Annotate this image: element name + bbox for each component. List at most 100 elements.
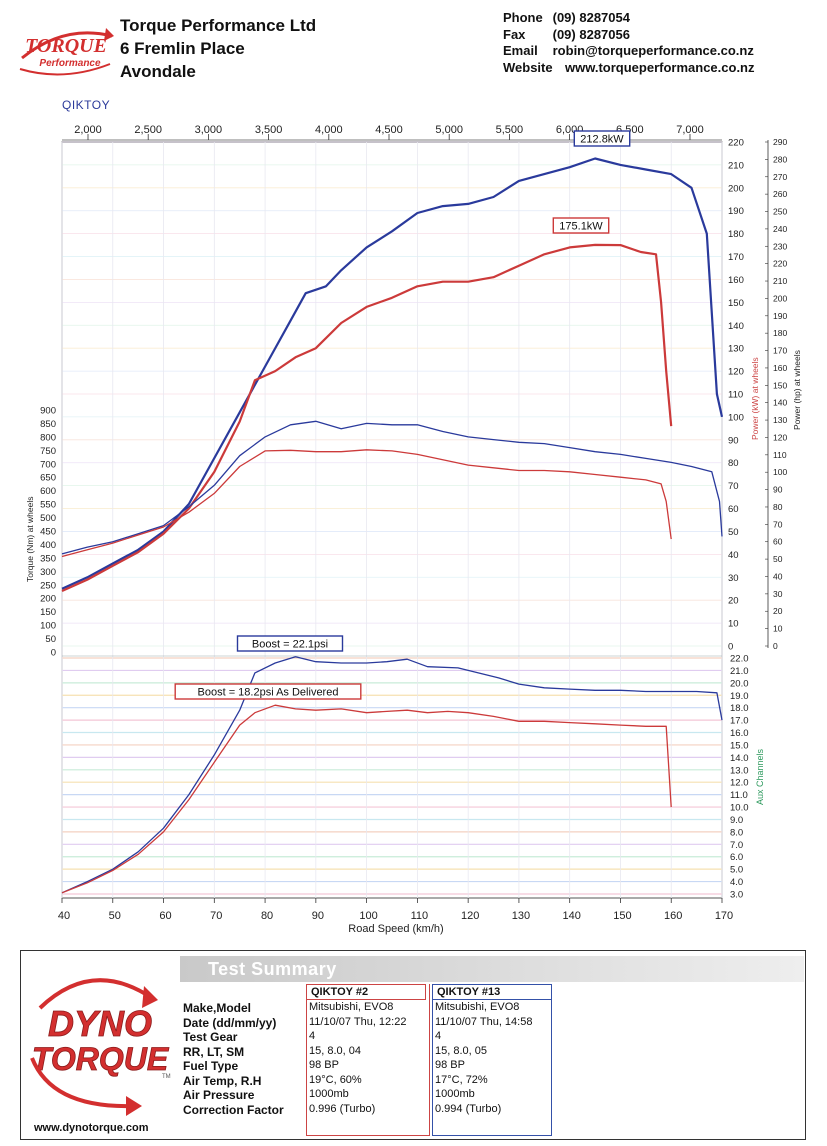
hp-tick-label: 70 xyxy=(773,519,783,529)
label-air-temp: Air Temp, R.H xyxy=(183,1073,262,1088)
aux-tick-label: 20.0 xyxy=(730,678,749,689)
aux-tick-label: 17.0 xyxy=(730,716,749,727)
hp-tick-label: 90 xyxy=(773,485,783,495)
hp-tick-label: 40 xyxy=(773,571,783,581)
hp-tick-label: 150 xyxy=(773,380,787,390)
kw-tick-label: 30 xyxy=(728,573,739,584)
torque-tick-label: 600 xyxy=(40,486,56,497)
hp-tick-label: 230 xyxy=(773,241,787,251)
torque-tick-label: 800 xyxy=(40,432,56,443)
chart-series xyxy=(61,157,724,894)
series-line-3 xyxy=(61,449,672,558)
run-column-13-frame xyxy=(432,984,552,1136)
run2-value: 15, 8.0, 04 xyxy=(309,1044,361,1057)
x-tick-label: 130 xyxy=(512,910,530,922)
hp-tick-label: 100 xyxy=(773,467,787,477)
x-axis-label: Road Speed (km/h) xyxy=(348,923,443,935)
kw-tick-label: 60 xyxy=(728,504,739,515)
torque-tick-label: 0 xyxy=(51,648,56,659)
run2-value: 4 xyxy=(309,1030,316,1042)
hp-tick-label: 280 xyxy=(773,154,787,164)
kw-tick-label: 110 xyxy=(728,390,743,401)
run2-value: 19°C, 60% xyxy=(309,1073,362,1086)
x-tick-label: 60 xyxy=(159,910,171,922)
hp-tick-label: 0 xyxy=(773,641,778,651)
dynotorque-website[interactable]: www.dynotorque.com xyxy=(34,1122,149,1134)
torque-tick-label: 650 xyxy=(40,473,56,484)
contact-email[interactable]: Email robin@torqueperformance.co.nz xyxy=(503,43,754,58)
company-suburb: Avondale xyxy=(120,62,196,81)
torque-tick-label: 150 xyxy=(40,607,56,618)
torque-tick-label: 250 xyxy=(40,580,56,591)
run13-value: 1000mb xyxy=(435,1088,475,1100)
label-air-pressure: Air Pressure xyxy=(183,1088,255,1102)
contact-phone: Phone (09) 8287054 xyxy=(503,10,630,25)
kw-tick-label: 180 xyxy=(728,229,744,240)
series-line-0 xyxy=(61,157,724,590)
torque-tick-label: 900 xyxy=(40,406,56,417)
x-tick-label: 40 xyxy=(58,910,70,922)
hp-tick-label: 180 xyxy=(773,328,787,338)
aux-tick-label: 3.0 xyxy=(730,890,743,901)
hp-tick-label: 200 xyxy=(773,293,787,303)
kw-tick-label: 150 xyxy=(728,298,744,309)
red-boost-peak-label: Boost = 18.2psi As Delivered xyxy=(198,687,339,699)
kw-tick-label: 170 xyxy=(728,252,744,263)
torque-performance-logo: TORQUE Performance xyxy=(14,14,118,84)
run13-value: Mitsubishi, EVO8 xyxy=(435,1001,520,1013)
torque-tick-label: 200 xyxy=(40,594,56,605)
aux-tick-label: 6.0 xyxy=(730,852,743,863)
red-power-peak-label: 175.1kW xyxy=(559,221,603,233)
hp-tick-label: 120 xyxy=(773,432,787,442)
hp-tick-label: 60 xyxy=(773,537,783,547)
aux-tick-label: 14.0 xyxy=(730,753,749,764)
kw-tick-label: 130 xyxy=(728,344,744,355)
hp-tick-label: 80 xyxy=(773,502,783,512)
x-tick-label: 140 xyxy=(563,910,581,922)
run2-value: 1000mb xyxy=(309,1088,349,1100)
torque-tick-label: 100 xyxy=(40,621,56,632)
x-tick-label: 160 xyxy=(664,910,682,922)
plot-frame xyxy=(61,141,723,899)
session-name: QIKTOY xyxy=(62,98,111,112)
kw-tick-label: 190 xyxy=(728,206,744,217)
run-column-13: QIKTOY #13 Mitsubishi, EVO8 11/10/07 Thu… xyxy=(432,984,552,1116)
x-tick-label: 80 xyxy=(261,910,273,922)
label-rr-lt-sm: RR, LT, SM xyxy=(183,1044,245,1059)
aux-tick-label: 15.0 xyxy=(730,740,749,751)
hp-tick-label: 270 xyxy=(773,172,787,182)
aux-tick-label: 7.0 xyxy=(730,840,743,851)
kw-tick-label: 0 xyxy=(728,642,733,653)
company-address: Torque Performance Ltd 6 Fremlin Place A… xyxy=(120,14,316,83)
torque-tick-label: 50 xyxy=(45,634,56,645)
hp-tick-label: 110 xyxy=(773,450,787,460)
kw-tick-label: 120 xyxy=(728,367,744,378)
kw-tick-label: 200 xyxy=(728,183,744,194)
aux-tick-label: 8.0 xyxy=(730,827,743,838)
blue-power-peak-label: 212.8kW xyxy=(580,134,624,146)
logo-torque-text-2: TORQUE xyxy=(32,1041,170,1077)
torque-tick-label: 450 xyxy=(40,527,56,538)
x-tick-label: 90 xyxy=(312,910,324,922)
run13-value: 0.994 (Turbo) xyxy=(435,1102,502,1115)
hp-tick-label: 250 xyxy=(773,207,787,217)
run2-value: Mitsubishi, EVO8 xyxy=(309,1001,394,1013)
dynotorque-logo: DYNO TORQUE TM xyxy=(22,958,178,1138)
blue-boost-peak-label: Boost = 22.1psi xyxy=(252,639,328,651)
contact-website[interactable]: Website www.torqueperformance.co.nz xyxy=(503,59,755,75)
torque-tick-label: 300 xyxy=(40,567,56,578)
run13-value: 11/10/07 Thu, 14:58 xyxy=(435,1015,533,1028)
hp-tick-label: 190 xyxy=(773,311,787,321)
test-summary-panel xyxy=(20,950,806,1140)
label-date: Date (dd/mm/yy) xyxy=(183,1015,277,1030)
rpm-tick-label: 5,000 xyxy=(435,124,463,136)
kw-tick-label: 50 xyxy=(728,527,739,538)
kw-tick-label: 220 xyxy=(728,138,744,149)
hp-tick-label: 240 xyxy=(773,224,787,234)
rpm-tick-label: 2,500 xyxy=(134,124,162,136)
x-tick-label: 70 xyxy=(210,910,222,922)
x-tick-label: 50 xyxy=(109,910,121,922)
hp-tick-label: 160 xyxy=(773,363,787,373)
kw-tick-label: 90 xyxy=(728,435,739,446)
hp-tick-label: 20 xyxy=(773,606,783,616)
